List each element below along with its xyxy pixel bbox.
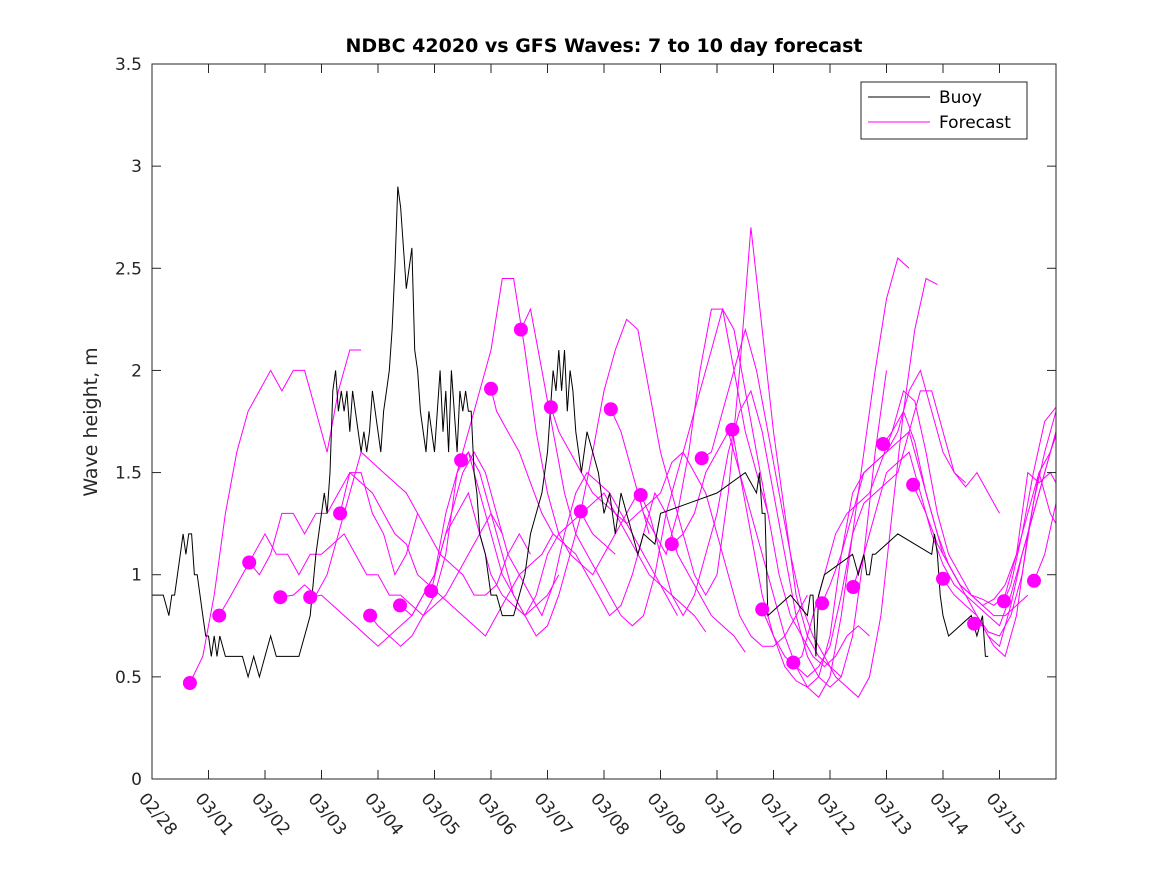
forecast-marker <box>846 580 861 594</box>
y-tick-label: 3.5 <box>115 55 142 75</box>
forecast-marker <box>664 537 679 552</box>
forecast-marker <box>303 590 318 605</box>
legend-forecast-label: Forecast <box>939 113 1011 133</box>
forecast-run-14 <box>580 227 842 678</box>
forecast-marker <box>1027 573 1041 588</box>
forecast-run-28 <box>1003 406 1057 602</box>
forecast-marker <box>997 594 1011 609</box>
forecast-run-9 <box>430 451 678 617</box>
forecast-run-29 <box>1033 503 1057 581</box>
forecast-marker <box>603 402 618 417</box>
y-axis: 0 0.5 1 1.5 2 2.5 3 3.5 <box>115 55 1056 790</box>
forecast-marker <box>906 477 921 492</box>
forecast-marker <box>815 596 830 611</box>
forecast-marker <box>725 422 740 437</box>
legend-buoy-label: Buoy <box>939 88 982 108</box>
forecast-run-15 <box>610 308 870 668</box>
forecast-run-12 <box>520 307 769 627</box>
forecast-marker <box>967 616 982 631</box>
forecast-run-20 <box>761 390 1000 678</box>
forecast-marker <box>513 322 528 337</box>
forecast-run-23 <box>852 431 1057 627</box>
forecast-marker <box>543 400 558 415</box>
y-tick-label: 1.5 <box>115 464 142 484</box>
forecast-marker <box>694 451 709 466</box>
forecast-run-27 <box>973 472 1057 658</box>
axes-background <box>152 64 1056 779</box>
forecast-run-6 <box>339 471 554 637</box>
forecast-run-2 <box>218 512 503 617</box>
forecast-marker <box>363 608 378 623</box>
y-tick-label: 0.5 <box>115 668 142 688</box>
forecast-marker <box>786 655 801 670</box>
y-axis-label: Wave height, m <box>80 347 102 496</box>
buoy-line <box>152 186 989 679</box>
forecast-marker <box>333 506 348 521</box>
forecast-marker <box>212 608 227 623</box>
forecast-markers <box>182 322 1041 690</box>
forecast-run-21 <box>793 389 1029 664</box>
forecast-run-17 <box>671 257 910 699</box>
forecast-marker <box>755 602 770 617</box>
forecast-marker <box>573 504 588 519</box>
forecast-run-1 <box>189 349 362 684</box>
y-tick-label: 0 <box>131 770 142 790</box>
forecast-marker <box>633 488 648 502</box>
legend-box <box>860 81 1028 140</box>
forecast-run-13 <box>550 407 808 647</box>
forecast-marker <box>242 555 257 570</box>
forecast-run-8 <box>399 278 650 617</box>
forecast-marker <box>273 590 288 605</box>
forecast-marker <box>876 437 891 451</box>
chart-title: NDBC 42020 vs GFS Waves: 7 to 10 day for… <box>345 35 862 57</box>
forecast-marker <box>454 453 469 468</box>
forecast-marker <box>393 598 407 613</box>
plot-area <box>151 63 1057 780</box>
y-tick-label: 3 <box>131 157 142 177</box>
forecast-marker <box>182 676 197 690</box>
forecast-marker <box>484 381 498 396</box>
y-tick-label: 2 <box>131 361 142 381</box>
forecast-run-7 <box>369 450 616 647</box>
forecast-run-26 <box>942 411 1057 637</box>
forecast-marker <box>424 584 439 599</box>
buoy-line-group <box>152 186 989 679</box>
y-tick-label: 2.5 <box>115 259 142 279</box>
forecast-run-4 <box>280 451 531 598</box>
forecast-run-11 <box>490 388 746 653</box>
legend: Buoy Forecast <box>860 81 1028 140</box>
forecast-marker <box>936 571 950 586</box>
forecast-run-16 <box>640 370 887 688</box>
forecast-run-3 <box>248 472 419 577</box>
y-tick-label: 1 <box>131 566 142 586</box>
